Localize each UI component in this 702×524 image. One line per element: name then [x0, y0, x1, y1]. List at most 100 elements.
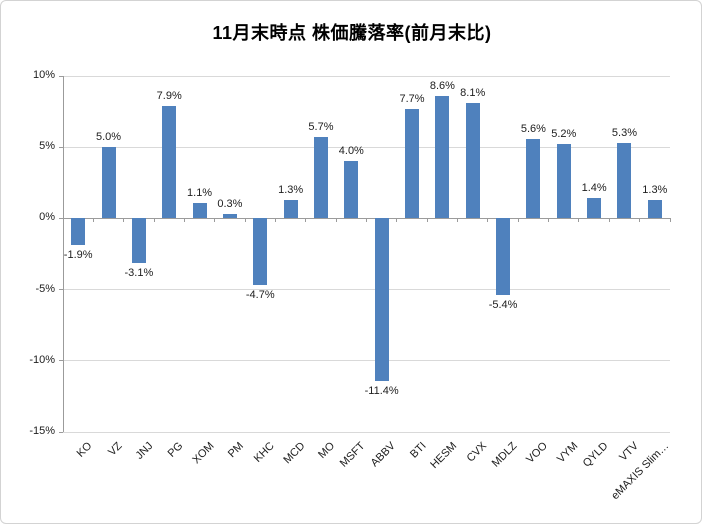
x-axis-tick: [669, 218, 671, 223]
bar-KO: [71, 218, 86, 246]
x-axis-label: ABBV: [368, 440, 399, 470]
data-label: -1.9%: [63, 249, 93, 262]
x-axis-tick: [366, 218, 367, 223]
x-axis-label: VTV: [617, 440, 641, 464]
gridline: [63, 360, 670, 362]
y-axis-tick-label: 0%: [39, 211, 55, 224]
x-axis-tick: [214, 218, 216, 223]
x-axis-label: QYLD: [580, 440, 611, 470]
x-axis-tick: [487, 218, 489, 223]
bar-HESM: [435, 95, 450, 219]
x-axis-label: KHC: [251, 440, 277, 465]
x-axis-label: PM: [226, 440, 247, 461]
data-label: 1.3%: [278, 183, 304, 196]
bar-MCD: [283, 199, 298, 219]
gridline: [63, 75, 670, 77]
data-label: -4.7%: [245, 289, 275, 302]
x-axis-label: KO: [74, 440, 95, 460]
x-axis-tick: [183, 218, 185, 223]
data-label: -3.1%: [124, 266, 154, 279]
x-axis-label: eMAXIS Slim…: [609, 440, 672, 503]
y-axis-tick-label: -10%: [29, 353, 55, 366]
bar-VZ: [101, 147, 116, 219]
bar-PM: [222, 214, 237, 219]
gridline: [63, 431, 670, 433]
x-axis-tick: [92, 218, 94, 223]
bar-QYLD: [587, 198, 602, 219]
bar-PG: [162, 105, 177, 219]
x-axis-tick: [396, 218, 398, 223]
data-label: 5.2%: [551, 128, 577, 141]
chart-title: 11月末時点 株価騰落率(前月末比): [212, 23, 492, 43]
bar-eMAXIS Slim…: [647, 199, 662, 219]
x-axis-label: MO: [316, 440, 338, 462]
x-axis-tick: [123, 218, 125, 223]
x-axis-label: XOM: [189, 440, 217, 467]
x-axis-label: JNJ: [133, 440, 156, 462]
data-label: 5.6%: [520, 122, 546, 135]
x-axis-tick: [639, 218, 641, 223]
data-label: 0.3%: [217, 198, 243, 211]
bar-VYM: [556, 144, 571, 219]
x-axis-tick: [457, 218, 459, 223]
bar-VOO: [526, 138, 541, 219]
gridline: [63, 146, 670, 148]
data-label: 8.6%: [429, 79, 455, 92]
data-label: 7.9%: [156, 89, 182, 102]
data-label: 7.7%: [399, 92, 425, 105]
x-axis-label: CVX: [464, 440, 490, 465]
data-label: 5.7%: [308, 121, 334, 134]
x-axis-label: MSFT: [338, 440, 368, 470]
bar-MDLZ: [496, 218, 511, 296]
data-label: 8.1%: [460, 87, 486, 100]
y-axis-tick-label: 10%: [32, 69, 55, 81]
y-axis-tick: [59, 431, 63, 433]
data-label: 5.0%: [95, 131, 122, 144]
x-axis-label: MCD: [280, 440, 308, 467]
x-axis-tick: [517, 218, 519, 223]
x-axis-label: HESM: [427, 440, 459, 471]
data-label: -5.4%: [488, 299, 518, 312]
data-label: 4.0%: [338, 145, 364, 158]
x-axis-tick: [244, 218, 246, 223]
data-label: -11.4%: [364, 384, 399, 397]
gridline: [63, 289, 670, 291]
bar-MO: [313, 137, 328, 219]
x-axis-tick: [274, 218, 276, 223]
y-axis-line: [62, 76, 64, 432]
x-axis-label: VOO: [524, 440, 550, 466]
x-axis-label: PG: [165, 440, 186, 460]
bar-ABBV: [374, 218, 389, 381]
x-axis-label: MDLZ: [489, 440, 520, 470]
x-axis-tick: [578, 218, 580, 223]
y-axis-tick: [59, 289, 63, 291]
bar-KHC: [253, 218, 268, 286]
x-axis-tick: [608, 218, 610, 223]
bar-XOM: [192, 202, 207, 219]
x-axis-label: VZ: [106, 440, 126, 459]
bar-JNJ: [131, 218, 146, 263]
x-axis-tick: [548, 218, 550, 223]
x-axis-tick: [426, 218, 428, 223]
bar-BTI: [405, 108, 420, 219]
y-axis-tick: [59, 75, 63, 77]
y-axis-tick-label: -5%: [35, 282, 55, 295]
y-axis-tick-label: -15%: [29, 425, 55, 437]
x-axis-tick: [335, 218, 337, 223]
x-axis-tick: [153, 218, 155, 223]
bar-CVX: [465, 103, 480, 219]
data-label: 1.4%: [581, 182, 607, 195]
x-axis-label: BTI: [407, 440, 429, 461]
x-axis-label: VYM: [554, 440, 581, 466]
y-axis-tick: [59, 146, 63, 148]
bar-VTV: [617, 142, 632, 219]
data-label: 1.1%: [187, 186, 213, 199]
y-axis-tick-label: 5%: [39, 140, 55, 153]
bar-MSFT: [344, 161, 359, 219]
data-label: 1.3%: [642, 183, 668, 196]
y-axis-tick: [59, 217, 63, 219]
data-label: 5.3%: [611, 126, 637, 139]
y-axis-tick: [59, 360, 63, 362]
